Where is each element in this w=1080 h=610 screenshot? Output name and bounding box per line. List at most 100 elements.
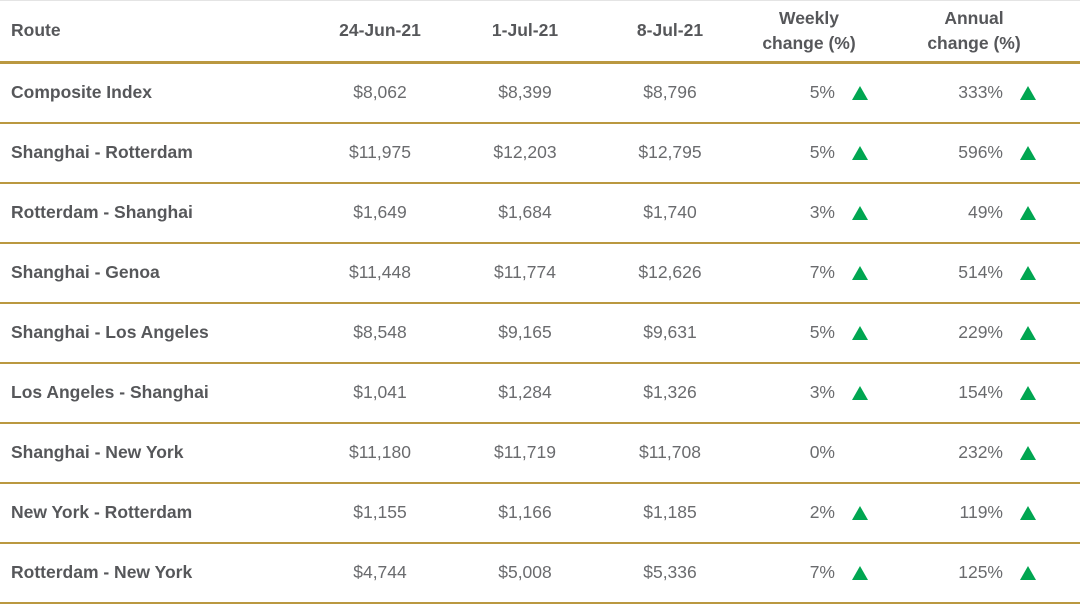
route-cell: Los Angeles - Shanghai [11,382,209,402]
weekly-change-value: 7% [809,562,835,582]
rate-cell: $1,041 [353,382,407,402]
weekly-change-cell: 5% [750,123,912,183]
weekly-change-cell: 7% [750,543,912,603]
annual-change-value: 229% [958,322,1003,342]
route-cell: Rotterdam - Shanghai [11,202,193,222]
rate-cell: $5,336 [643,562,697,582]
rate-cell: $1,166 [498,502,552,522]
header-weekly-change: Weekly change (%) [750,1,912,63]
header-date-8-jul-21: 8-Jul-21 [590,1,750,63]
up-triangle-icon [1020,205,1036,220]
header-annual-line2: change (%) [927,33,1021,53]
route-cell: New York - Rotterdam [11,502,193,522]
up-triangle-icon [852,145,868,160]
rate-cell: $1,155 [353,502,407,522]
rate-cell: $8,796 [643,82,697,103]
table-row-shanghai-genoa: Shanghai - Genoa $11,448 $11,774 $12,626… [0,243,1080,303]
table-row-new-york-rotterdam: New York - Rotterdam $1,155 $1,166 $1,18… [0,483,1080,543]
weekly-change-value: 0% [809,442,835,462]
table-row-rotterdam-new-york: Rotterdam - New York $4,744 $5,008 $5,33… [0,543,1080,603]
weekly-change-value: 5% [809,142,835,162]
weekly-change-value: 5% [809,82,835,103]
rate-cell: $11,774 [494,262,556,282]
header-date-label: 1-Jul-21 [491,20,559,41]
rate-cell: $8,548 [353,322,407,342]
rate-cell: $11,719 [494,442,556,462]
up-triangle-icon [852,565,868,580]
header-weekly-line1: Weekly [779,7,839,28]
table-row-los-angeles-shanghai: Los Angeles - Shanghai $1,041 $1,284 $1,… [0,363,1080,423]
table-row-shanghai-los-angeles: Shanghai - Los Angeles $8,548 $9,165 $9,… [0,303,1080,363]
rate-cell: $12,626 [638,262,702,282]
weekly-change-value: 3% [809,382,835,402]
route-cell: Shanghai - Rotterdam [11,142,193,162]
header-route: Route [0,1,300,63]
weekly-change-cell: 5% [750,303,912,363]
route-cell: Shanghai - Los Angeles [11,322,209,342]
rate-cell: $1,684 [498,202,552,222]
rate-cell: $12,203 [493,142,557,162]
header-date-1-jul-21: 1-Jul-21 [460,1,590,63]
up-triangle-icon [1020,565,1036,580]
weekly-change-cell: 3% [750,183,912,243]
rate-cell: $8,062 [353,82,407,103]
annual-change-value: 333% [958,82,1003,103]
header-date-24-jun-21: 24-Jun-21 [300,1,460,63]
up-triangle-icon [1020,145,1036,160]
rate-cell: $9,165 [498,322,552,342]
header-annual-change: Annual change (%) [912,1,1080,63]
up-triangle-icon [1020,85,1036,100]
weekly-change-value: 2% [809,502,835,522]
annual-change-value: 119% [959,502,1003,522]
rate-cell: $1,185 [643,502,697,522]
annual-change-value: 125% [958,562,1003,582]
annual-change-cell: 596% [912,123,1080,183]
up-triangle-icon [852,385,868,400]
up-triangle-icon [1020,385,1036,400]
annual-change-value: 154% [958,382,1003,402]
header-annual-line1: Annual [944,7,1004,28]
route-cell: Composite Index [11,82,152,103]
rate-cell: $8,399 [498,82,552,103]
up-triangle-icon [1020,265,1036,280]
weekly-change-cell: 2% [750,483,912,543]
rate-cell: $1,284 [498,382,552,402]
header-date-label: 8-Jul-21 [636,20,704,41]
rate-cell: $1,740 [643,202,697,222]
annual-change-cell: 514% [912,243,1080,303]
rate-cell: $11,180 [349,442,411,462]
annual-change-value: 49% [967,202,1003,222]
annual-change-value: 514% [958,262,1003,282]
table-row-shanghai-rotterdam: Shanghai - Rotterdam $11,975 $12,203 $12… [0,123,1080,183]
route-cell: Shanghai - New York [11,442,184,462]
route-cell: Rotterdam - New York [11,562,193,582]
up-triangle-icon [1020,325,1036,340]
header-weekly-line2: change (%) [762,33,856,53]
rate-cell: $11,975 [349,142,411,162]
annual-change-cell: 232% [912,423,1080,483]
up-triangle-icon [852,265,868,280]
rate-cell: $11,708 [639,442,701,462]
up-triangle-icon [852,505,868,520]
annual-change-value: 232% [958,442,1003,462]
up-triangle-icon [1020,505,1036,520]
rate-cell: $11,448 [349,262,411,282]
weekly-change-cell: 0% [750,423,912,483]
rate-cell: $1,326 [643,382,697,402]
up-triangle-icon [852,325,868,340]
weekly-change-value: 3% [809,202,835,222]
weekly-change-value: 5% [809,322,835,342]
annual-change-cell: 125% [912,543,1080,603]
annual-change-cell: 154% [912,363,1080,423]
weekly-change-cell: 3% [750,363,912,423]
up-triangle-icon [1020,445,1036,460]
rate-cell: $4,744 [353,562,407,582]
rate-cell: $9,631 [643,322,697,342]
table-row-rotterdam-shanghai: Rotterdam - Shanghai $1,649 $1,684 $1,74… [0,183,1080,243]
weekly-change-cell: 5% [750,63,912,123]
route-cell: Shanghai - Genoa [11,262,160,282]
rate-cell: $5,008 [498,562,552,582]
annual-change-cell: 333% [912,63,1080,123]
